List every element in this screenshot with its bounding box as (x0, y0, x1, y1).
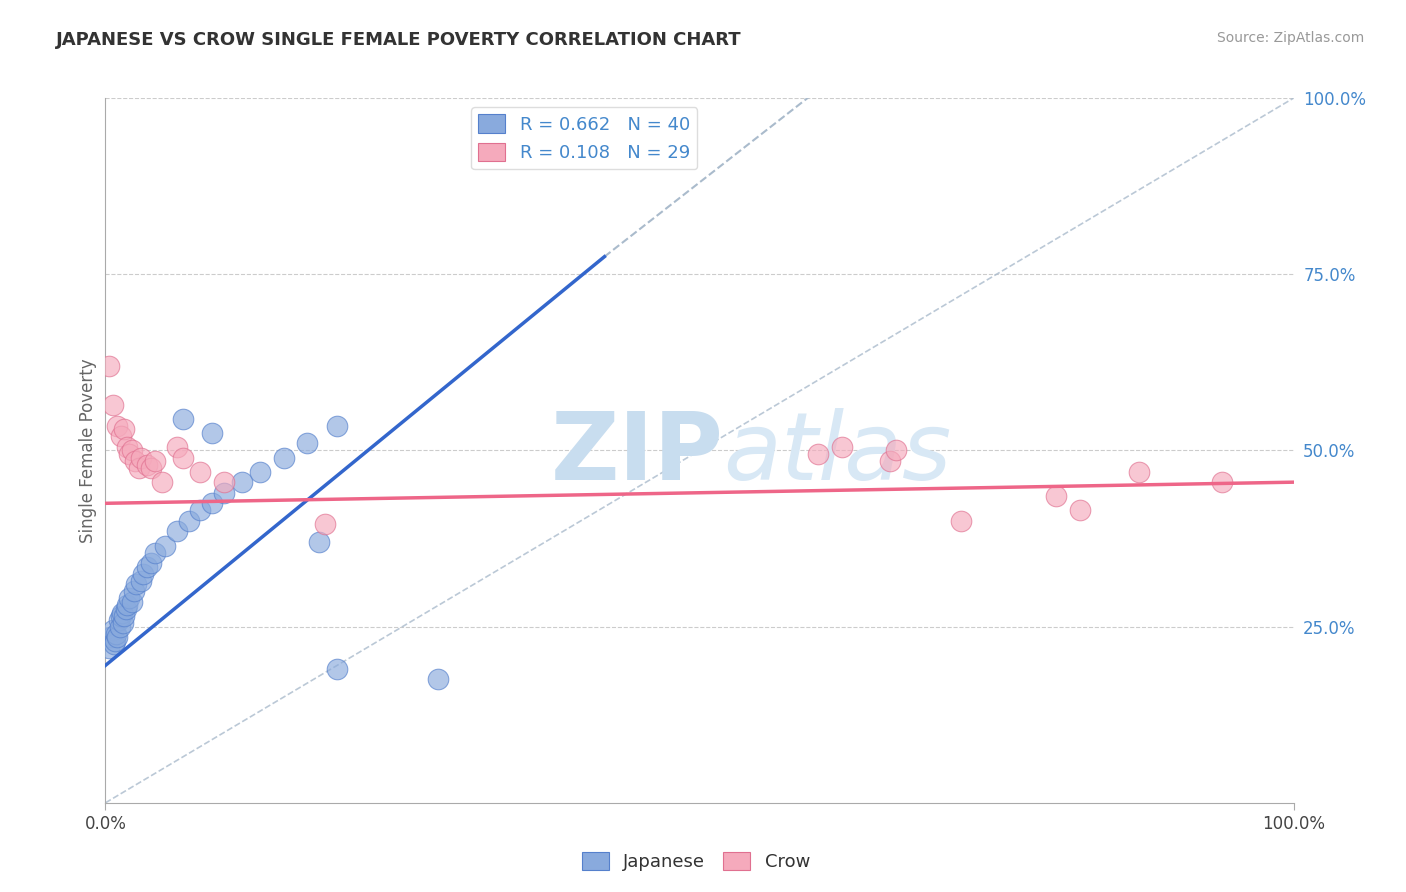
Text: Source: ZipAtlas.com: Source: ZipAtlas.com (1216, 31, 1364, 45)
Point (190, 503, 212, 517)
Point (143, 546, 166, 560)
Point (172, 450, 194, 465)
Legend: Japanese, Crow: Japanese, Crow (575, 845, 817, 879)
Point (110, 429, 132, 443)
Point (118, 447, 141, 461)
Point (166, 524, 188, 539)
Point (129, 450, 152, 465)
Point (231, 475, 253, 490)
Point (136, 458, 159, 472)
Point (214, 475, 236, 490)
Point (831, 440, 853, 454)
Point (115, 599, 138, 613)
Point (114, 422, 136, 436)
Point (115, 440, 138, 454)
Point (201, 425, 224, 440)
Point (98, 359, 121, 373)
Text: JAPANESE VS CROW SINGLE FEMALE POVERTY CORRELATION CHART: JAPANESE VS CROW SINGLE FEMALE POVERTY C… (56, 31, 742, 49)
Point (101, 623, 124, 637)
Point (100, 630, 122, 644)
Point (214, 485, 236, 500)
Point (1128, 465, 1150, 479)
Point (172, 411, 194, 425)
Point (121, 595, 143, 609)
Text: atlas: atlas (723, 409, 952, 500)
Point (114, 602, 136, 616)
Point (139, 461, 162, 475)
Point (101, 398, 124, 412)
Point (108, 620, 131, 634)
Point (110, 609, 132, 624)
Point (111, 606, 134, 620)
Point (105, 418, 128, 433)
Point (166, 440, 188, 454)
Text: ZIP: ZIP (550, 408, 723, 500)
Point (114, 609, 136, 624)
Point (125, 577, 148, 591)
Point (104, 633, 127, 648)
Point (136, 559, 159, 574)
Point (118, 591, 141, 606)
Point (132, 566, 155, 581)
Point (427, 673, 450, 687)
Point (177, 514, 200, 528)
Point (153, 539, 176, 553)
Point (949, 514, 972, 528)
Point (308, 535, 330, 549)
Point (879, 454, 901, 468)
Point (105, 626, 128, 640)
Point (98, 640, 121, 655)
Point (201, 496, 224, 510)
Point (107, 613, 129, 627)
Point (884, 443, 907, 458)
Point (273, 450, 295, 465)
Point (297, 436, 319, 450)
Point (1211, 475, 1233, 490)
Point (112, 616, 135, 631)
Point (103, 637, 125, 651)
Legend: R = 0.662   N = 40, R = 0.108   N = 29: R = 0.662 N = 40, R = 0.108 N = 29 (471, 107, 697, 169)
Point (807, 447, 830, 461)
Point (124, 454, 146, 468)
Point (1045, 489, 1067, 503)
Point (143, 454, 166, 468)
Point (152, 475, 174, 490)
Point (122, 584, 145, 599)
Point (129, 574, 152, 588)
Point (326, 662, 349, 676)
Point (326, 418, 349, 433)
Point (190, 465, 212, 479)
Point (128, 461, 150, 475)
Point (105, 630, 128, 644)
Point (314, 517, 336, 532)
Point (121, 443, 143, 458)
Point (1069, 503, 1091, 517)
Y-axis label: Single Female Poverty: Single Female Poverty (79, 359, 97, 542)
Point (249, 465, 271, 479)
Point (139, 556, 162, 570)
